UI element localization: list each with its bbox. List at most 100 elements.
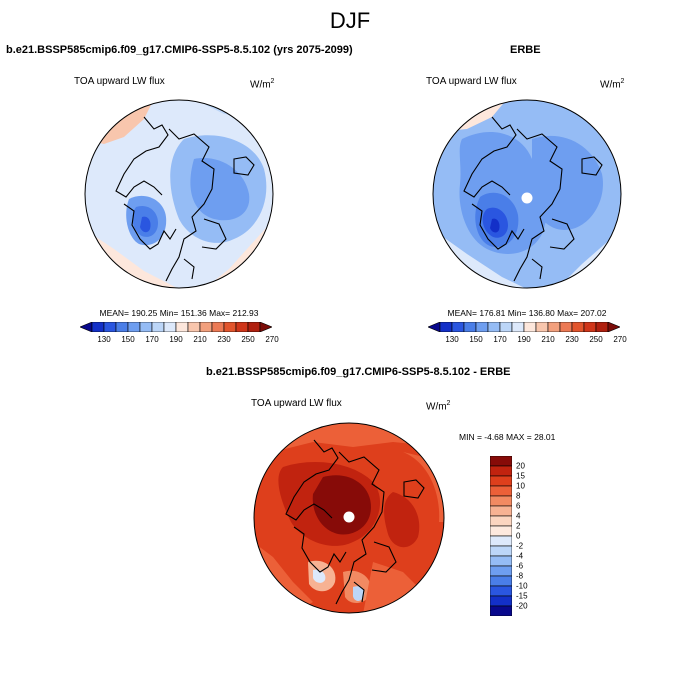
colorbar-box xyxy=(535,322,549,332)
panel3-colorbar xyxy=(490,456,512,616)
colorbar-box xyxy=(547,322,561,332)
colorbar-box xyxy=(463,322,477,332)
colorbar-box xyxy=(490,465,512,477)
colorbar-tick-label: 250 xyxy=(589,335,603,344)
colorbar-box xyxy=(490,555,512,567)
colorbar-box xyxy=(490,535,512,547)
colorbar-box xyxy=(490,605,512,616)
colorbar-box xyxy=(475,322,489,332)
colorbar-tick-label: -15 xyxy=(516,591,528,601)
panel2-colorbar xyxy=(428,322,620,332)
colorbar-box xyxy=(490,495,512,507)
colorbar-tick-label: 20 xyxy=(516,461,525,471)
colorbar-box xyxy=(490,575,512,587)
panel2-map xyxy=(432,99,622,289)
colorbar-box xyxy=(235,322,249,332)
panel2-variable-label: TOA upward LW flux xyxy=(426,76,517,87)
colorbar-box xyxy=(487,322,501,332)
colorbar-tick-label: 0 xyxy=(516,531,521,541)
colorbar-box xyxy=(428,322,441,332)
colorbar-tick-label: -8 xyxy=(516,571,524,581)
colorbar-tick-label: 6 xyxy=(516,501,521,511)
colorbar-box xyxy=(91,322,105,332)
panel3-title: b.e21.BSSP585cmip6.f09_g17.CMIP6-SSP5-8.… xyxy=(206,366,511,378)
colorbar-box xyxy=(80,322,93,332)
colorbar-tick-label: -4 xyxy=(516,551,524,561)
panel1-title: b.e21.BSSP585cmip6.f09_g17.CMIP6-SSP5-8.… xyxy=(6,44,353,56)
colorbar-box xyxy=(499,322,513,332)
colorbar-box xyxy=(571,322,585,332)
colorbar-box xyxy=(583,322,597,332)
panel2-units-label: W/m2 xyxy=(600,78,625,91)
colorbar-tick-label: 130 xyxy=(445,335,459,344)
colorbar-tick-label: 4 xyxy=(516,511,521,521)
colorbar-tick-label: 210 xyxy=(193,335,207,344)
panel2-stats: MEAN= 176.81 Min= 136.80 Max= 207.02 xyxy=(447,308,607,318)
colorbar-tick-label: 150 xyxy=(121,335,135,344)
panel2-title: ERBE xyxy=(510,44,541,56)
colorbar-box xyxy=(490,485,512,497)
colorbar-tick-label: 15 xyxy=(516,471,525,481)
colorbar-box xyxy=(259,322,272,332)
colorbar-box xyxy=(439,322,453,332)
panel3-units-label: W/m2 xyxy=(426,400,451,413)
colorbar-box xyxy=(127,322,141,332)
colorbar-box xyxy=(490,545,512,557)
colorbar-tick-label: 230 xyxy=(565,335,579,344)
panel3-map xyxy=(253,422,445,614)
colorbar-tick-label: 210 xyxy=(541,335,555,344)
panel1-units-label: W/m2 xyxy=(250,78,275,91)
colorbar-tick-label: 230 xyxy=(217,335,231,344)
panel2-colorbar-labels: 130 150 170 190 210 230 250 270 xyxy=(428,335,626,347)
colorbar-tick-label: 250 xyxy=(241,335,255,344)
colorbar-box xyxy=(163,322,177,332)
colorbar-box xyxy=(490,525,512,537)
colorbar-box xyxy=(523,322,537,332)
colorbar-box xyxy=(490,475,512,487)
colorbar-tick-label: -20 xyxy=(516,601,528,611)
colorbar-box xyxy=(490,456,512,467)
colorbar-tick-label: 150 xyxy=(469,335,483,344)
colorbar-box xyxy=(490,595,512,607)
colorbar-box xyxy=(490,565,512,577)
colorbar-tick-label: -2 xyxy=(516,541,524,551)
panel1-colorbar-labels: 130 150 170 190 210 230 250 270 xyxy=(80,335,278,347)
colorbar-box xyxy=(103,322,117,332)
panel3-stats: MIN = -4.68 MAX = 28.01 xyxy=(459,432,556,442)
colorbar-tick-label: 190 xyxy=(517,335,531,344)
colorbar-box xyxy=(247,322,261,332)
panel1-stats: MEAN= 190.25 Min= 151.36 Max= 212.93 xyxy=(99,308,259,318)
colorbar-box xyxy=(223,322,237,332)
colorbar-box xyxy=(139,322,153,332)
main-title: DJF xyxy=(329,8,371,33)
colorbar-box xyxy=(511,322,525,332)
colorbar-box xyxy=(559,322,573,332)
colorbar-box xyxy=(607,322,620,332)
colorbar-tick-label: -10 xyxy=(516,581,528,591)
panel3-colorbar-labels: 20 15 10 8 6 4 2 0 -2 -4 -6 -8 -10 -15 -20 xyxy=(516,456,546,616)
colorbar-tick-label: 10 xyxy=(516,481,525,491)
colorbar-tick-label: -6 xyxy=(516,561,524,571)
colorbar-box xyxy=(115,322,129,332)
colorbar-tick-label: 190 xyxy=(169,335,183,344)
panel1-colorbar xyxy=(80,322,272,332)
colorbar-box xyxy=(490,515,512,527)
colorbar-tick-label: 270 xyxy=(265,335,279,344)
panel1-variable-label: TOA upward LW flux xyxy=(74,76,165,87)
colorbar-box xyxy=(211,322,225,332)
colorbar-box xyxy=(451,322,465,332)
colorbar-tick-label: 8 xyxy=(516,491,521,501)
colorbar-box xyxy=(595,322,609,332)
colorbar-box xyxy=(151,322,165,332)
panel3-variable-label: TOA upward LW flux xyxy=(251,398,342,409)
colorbar-tick-label: 130 xyxy=(97,335,111,344)
panel1-map xyxy=(84,99,274,289)
colorbar-tick-label: 270 xyxy=(613,335,627,344)
colorbar-box xyxy=(187,322,201,332)
colorbar-tick-label: 170 xyxy=(493,335,507,344)
colorbar-box xyxy=(490,505,512,517)
colorbar-box xyxy=(490,585,512,597)
colorbar-box xyxy=(199,322,213,332)
colorbar-tick-label: 2 xyxy=(516,521,521,531)
colorbar-tick-label: 170 xyxy=(145,335,159,344)
